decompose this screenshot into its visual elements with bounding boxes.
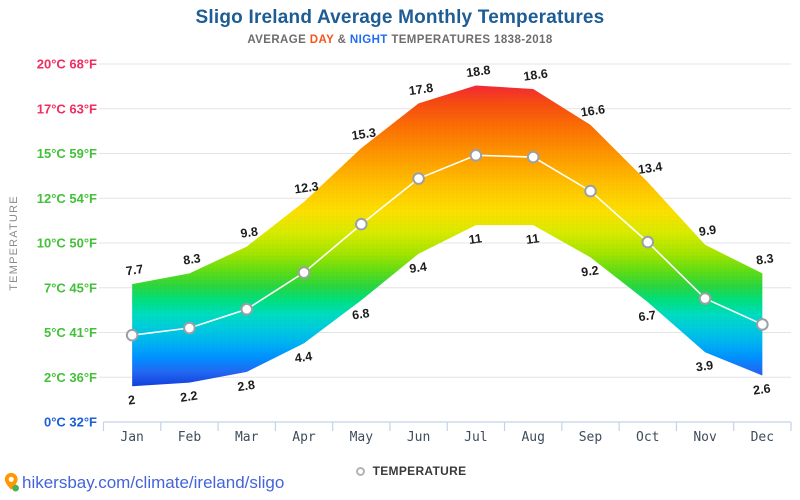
y-tick-label: 10°C 50°F <box>37 236 97 251</box>
subtitle-day: DAY <box>309 34 334 46</box>
average-point-marker <box>412 172 425 185</box>
legend-label: TEMPERATURE <box>372 464 467 478</box>
y-tick-label: 17°C 63°F <box>37 101 97 116</box>
month-label: Nov <box>693 430 717 445</box>
month-label: Apr <box>292 430 316 445</box>
night-value-label: 2 <box>127 393 136 408</box>
month-label: Feb <box>178 430 202 445</box>
y-tick-label: 7°C 45°F <box>44 280 97 295</box>
y-tick-label: 5°C 41°F <box>44 325 97 340</box>
y-tick-label: 20°C 68°F <box>37 57 97 72</box>
night-value-label: 2.2 <box>179 389 198 405</box>
month-label: Jan <box>120 430 143 445</box>
night-value-label: 9.2 <box>580 263 599 279</box>
month-label: Aug <box>521 430 544 445</box>
day-value-label: 16.6 <box>580 102 606 119</box>
day-value-label: 7.7 <box>125 262 144 278</box>
temperature-band-chart: 20°C 68°F 17°C 63°F 15°C 59°F 12°C 54°F 10°C… <box>8 57 792 445</box>
y-tick-label: 12°C 54°F <box>37 191 97 206</box>
average-point-marker <box>526 150 540 164</box>
y-tick-label: 2°C 36°F <box>44 370 97 385</box>
page-title: Sligo Ireland Average Monthly Temperatur… <box>195 7 605 28</box>
average-temperature-line <box>132 154 763 336</box>
month-label: May <box>350 430 374 445</box>
day-value-label: 15.3 <box>351 126 377 143</box>
average-point-marker <box>641 235 655 249</box>
legend-marker-icon <box>355 466 365 476</box>
chart-subtitle: AVERAGE DAY & NIGHT TEMPERATURES 1838-20… <box>0 34 800 46</box>
month-label: Dec <box>751 430 774 445</box>
subtitle-night: NIGHT <box>349 34 388 46</box>
footer: hikersbay.com/climate/ireland/sligo <box>4 472 284 493</box>
day-value-label: 18.6 <box>523 66 549 83</box>
chart-header: Sligo Ireland Average Monthly Temperatur… <box>0 7 800 46</box>
chart-legend[interactable]: TEMPERATURE <box>0 464 800 478</box>
subtitle-prefix: AVERAGE <box>247 34 307 46</box>
average-point-marker <box>698 292 712 305</box>
day-value-label: 13.4 <box>637 160 663 177</box>
night-value-label: 9.4 <box>408 260 427 276</box>
night-value-label: 2.6 <box>752 381 771 397</box>
day-value-label: 8.3 <box>755 251 774 267</box>
average-point-marker <box>584 184 597 198</box>
average-point-marker <box>240 302 254 316</box>
night-value-label: 11 <box>525 231 540 247</box>
month-label: Jun <box>407 430 430 445</box>
average-point-marker <box>183 321 196 335</box>
month-label: Oct <box>636 430 659 445</box>
night-value-label: 11 <box>468 231 483 247</box>
day-value-label: 9.8 <box>240 224 259 240</box>
day-value-label: 9.9 <box>698 223 717 239</box>
footer-link[interactable]: hikersbay.com/climate/ireland/sligo <box>22 472 285 492</box>
subtitle-suffix: TEMPERATURES 1838-2018 <box>391 34 553 46</box>
band-texture <box>132 85 763 387</box>
day-value-label: 8.3 <box>182 251 201 267</box>
location-pin-icon <box>4 472 19 492</box>
y-tick-label: 15°C 59°F <box>37 146 97 161</box>
y-axis-title: TEMPERATURE <box>8 195 20 291</box>
day-value-label: 12.3 <box>293 179 319 196</box>
month-label: Mar <box>235 430 259 445</box>
night-value-label: 2.8 <box>237 378 256 394</box>
month-label: Jul <box>464 430 487 445</box>
average-point-marker <box>756 318 769 331</box>
night-value-label: 3.9 <box>695 358 714 374</box>
night-value-label: 6.8 <box>351 306 370 322</box>
average-point-marker <box>125 328 139 342</box>
y-tick-label: 0°C 32°F <box>44 415 97 430</box>
day-value-label: 17.8 <box>408 81 434 98</box>
subtitle-amp: & <box>337 34 347 46</box>
month-label: Sep <box>579 430 603 445</box>
average-point-marker <box>297 266 311 279</box>
average-point-marker <box>469 148 483 162</box>
night-value-label: 4.4 <box>294 349 313 365</box>
average-point-marker <box>355 217 368 231</box>
day-value-label: 18.8 <box>465 63 491 80</box>
night-value-label: 6.7 <box>638 308 657 324</box>
